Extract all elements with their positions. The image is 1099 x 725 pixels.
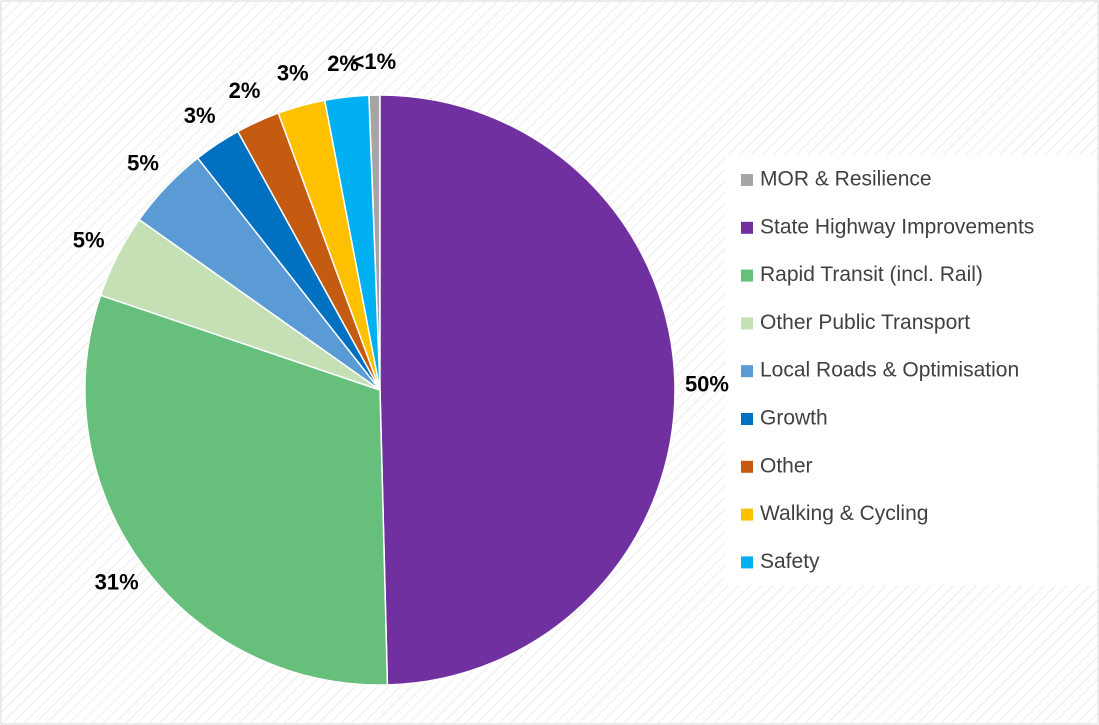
legend-label: Growth: [760, 407, 828, 430]
data-label: 31%: [95, 570, 139, 595]
legend-swatch: [741, 365, 753, 378]
data-label: <1%: [352, 49, 397, 74]
data-label: 50%: [685, 372, 729, 397]
legend-box: [725, 155, 1097, 585]
pie-slice: [323, 94, 381, 391]
legend-swatch: [741, 269, 753, 282]
legend-label: Safety: [760, 550, 820, 573]
legend-swatch: [741, 174, 753, 186]
legend-label: Walking & Cycling: [760, 502, 928, 525]
legend-label: Other Public Transport: [760, 311, 970, 334]
legend-label: Local Roads & Optimisation: [760, 359, 1019, 382]
legend-label: MOR & Resilience: [760, 168, 932, 191]
legend-swatch: [741, 221, 753, 234]
legend-swatch: [741, 317, 753, 330]
pie-slice: [84, 294, 389, 686]
data-label: 2%: [327, 51, 359, 76]
pie-slice: [379, 94, 676, 686]
data-label: 3%: [184, 103, 216, 128]
legend-swatch: [741, 556, 753, 569]
data-label: 2%: [229, 78, 261, 103]
data-label: 3%: [277, 61, 309, 86]
legend-label: Rapid Transit (incl. Rail): [760, 263, 983, 286]
legend-label: State Highway Improvements: [760, 215, 1034, 238]
legend-label: Other: [760, 454, 813, 477]
legend-swatch: [741, 460, 753, 473]
legend-swatch: [741, 413, 753, 425]
legend-swatch: [741, 508, 753, 521]
data-label: 5%: [73, 227, 105, 252]
data-label: 5%: [127, 150, 159, 175]
